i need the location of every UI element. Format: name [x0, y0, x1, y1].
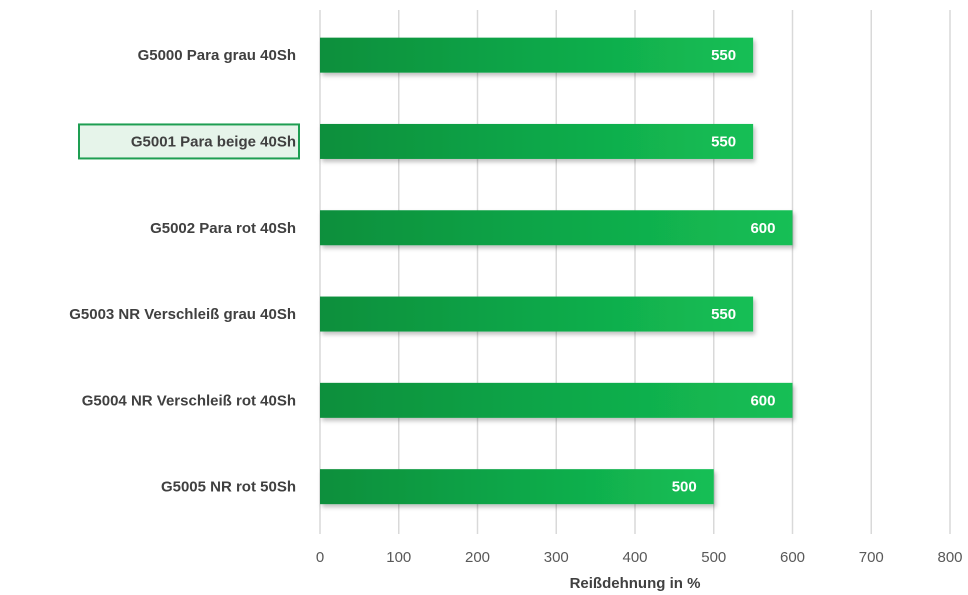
x-tick-label: 300 — [544, 549, 569, 566]
category-labels: G5000 Para grau 40Sh G5001 Para beige 40S… — [69, 47, 296, 496]
data-label: 550 — [711, 133, 736, 150]
x-tick-labels: 0 100 200 300 400 500 600 700 800 — [316, 549, 963, 566]
bars — [320, 37, 793, 505]
bar — [320, 210, 793, 246]
category-highlight — [78, 123, 300, 160]
data-label: 600 — [750, 220, 775, 237]
x-tick-label: 700 — [859, 549, 884, 566]
category-label: G5000 Para grau 40Sh — [138, 47, 296, 64]
x-tick-label: 0 — [316, 549, 324, 566]
data-label: 550 — [711, 306, 736, 323]
category-label: G5004 NR Verschleiß rot 40Sh — [82, 392, 296, 409]
bar — [320, 382, 793, 418]
bar — [320, 37, 754, 73]
bar — [320, 469, 714, 505]
data-label: 600 — [750, 392, 775, 409]
value-labels: 550 550 600 550 600 500 — [672, 47, 776, 496]
x-axis-title: Reißdehnung in % — [570, 575, 701, 592]
category-label: G5002 Para rot 40Sh — [150, 220, 296, 237]
x-tick-label: 800 — [937, 549, 962, 566]
data-label: 500 — [672, 479, 697, 496]
x-tick-label: 200 — [465, 549, 490, 566]
gridlines — [319, 10, 951, 534]
category-highlight-box — [78, 123, 300, 160]
x-tick-label: 100 — [386, 549, 411, 566]
category-label: G5001 Para beige 40Sh — [131, 133, 296, 150]
category-label: G5003 NR Verschleiß grau 40Sh — [69, 306, 296, 323]
category-label: G5005 NR rot 50Sh — [161, 479, 296, 496]
bar — [320, 296, 754, 332]
x-tick-label: 400 — [622, 549, 647, 566]
bar — [320, 123, 754, 159]
x-tick-label: 600 — [780, 549, 805, 566]
x-tick-label: 500 — [701, 549, 726, 566]
data-label: 550 — [711, 47, 736, 64]
